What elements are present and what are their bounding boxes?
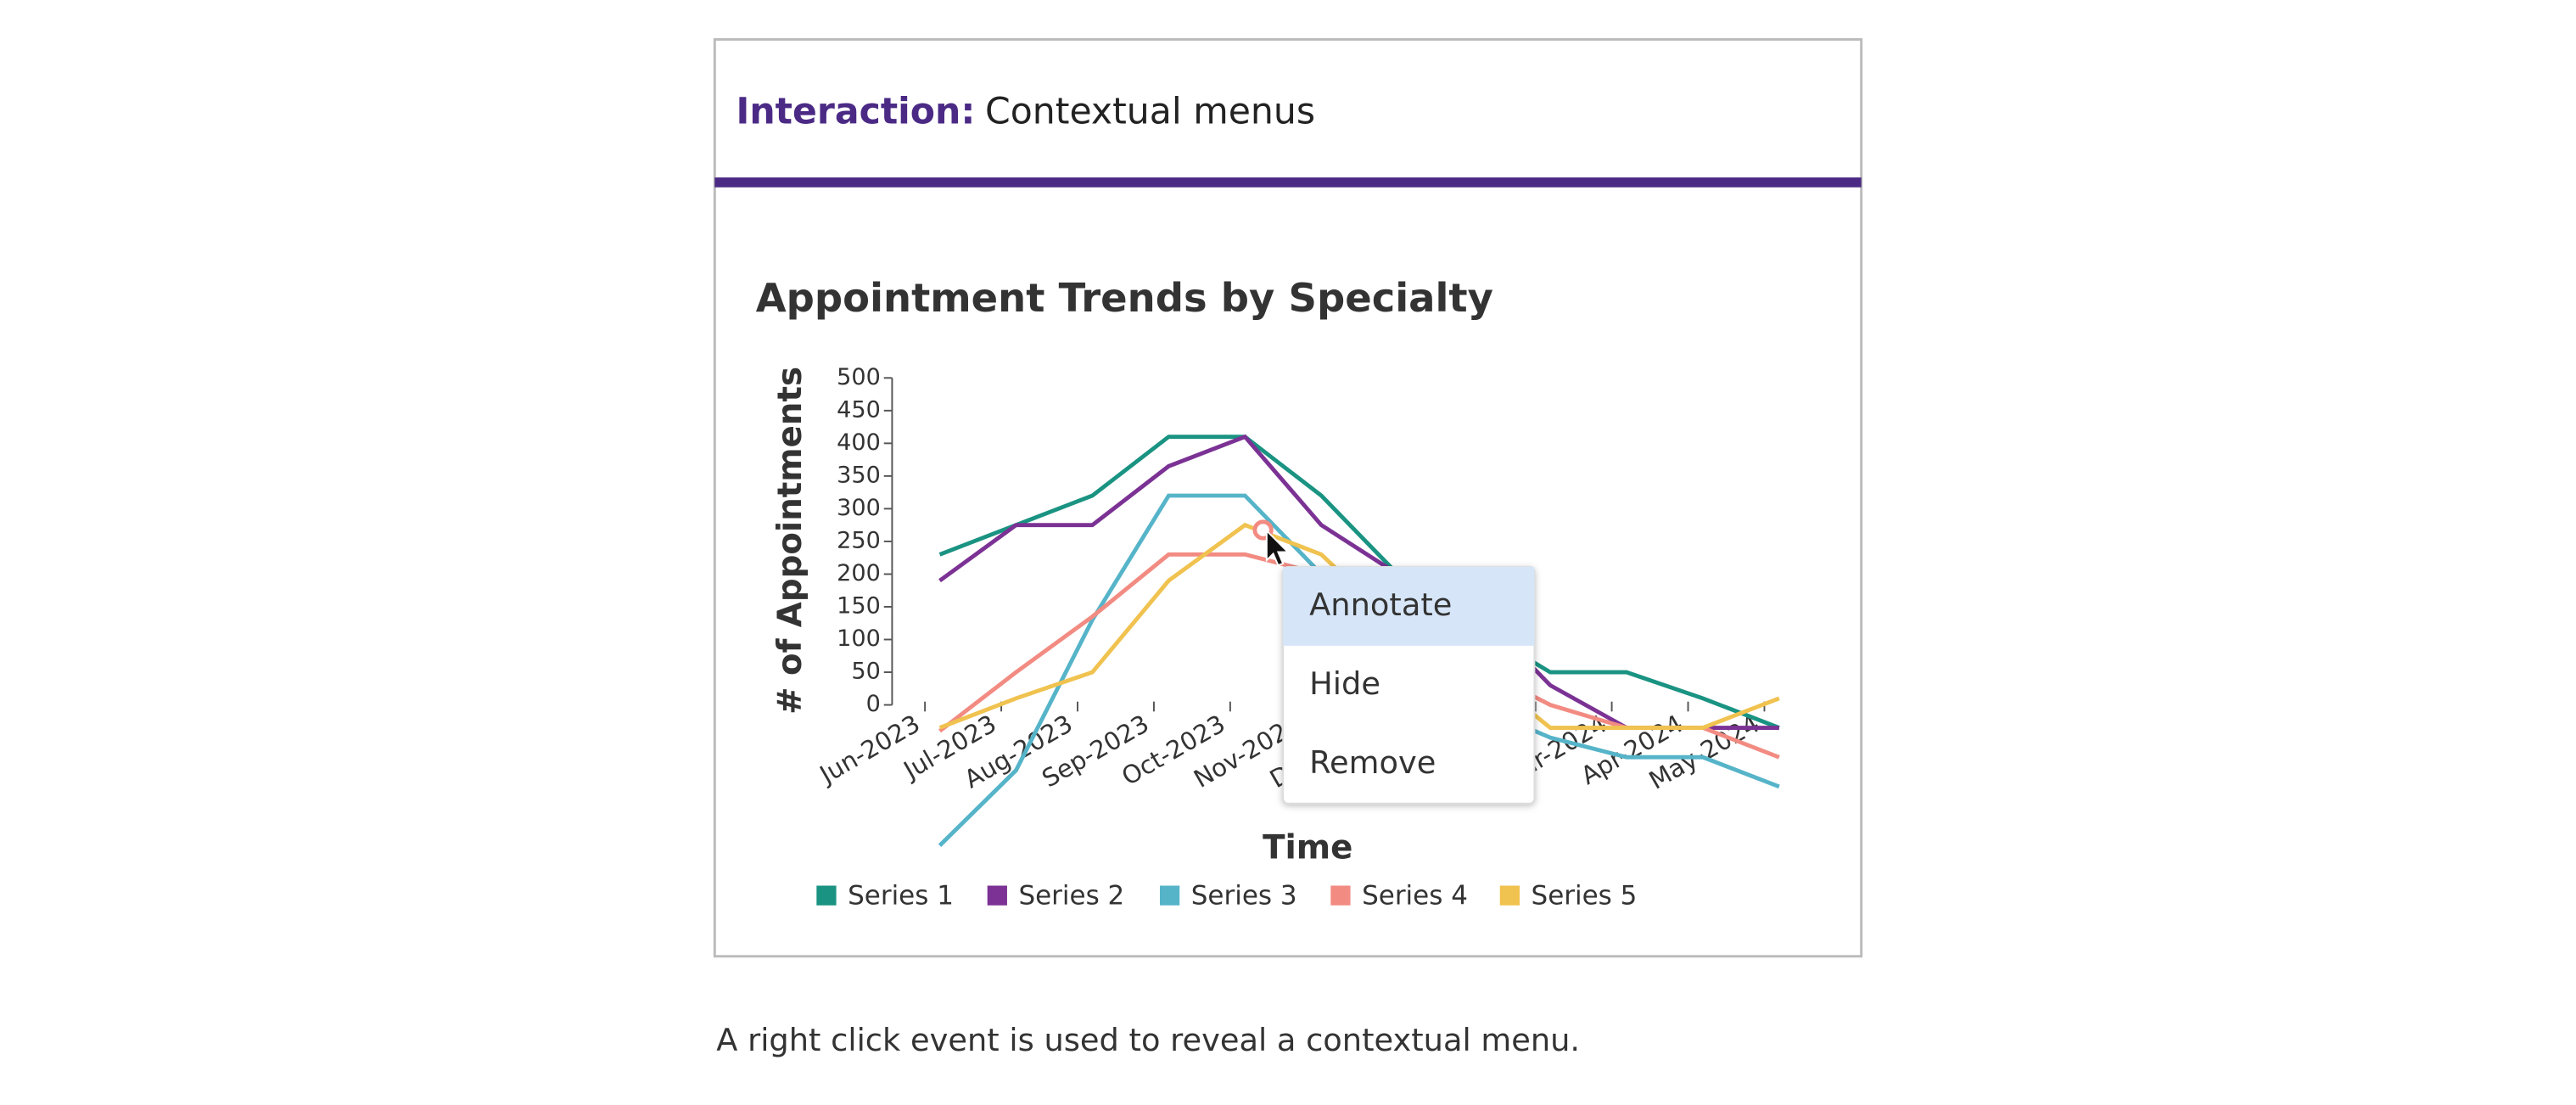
y-tick-label: 450 bbox=[837, 396, 881, 423]
menu-item[interactable]: Hide bbox=[1309, 665, 1380, 702]
menu-item[interactable]: Annotate bbox=[1309, 586, 1452, 623]
y-tick-label: 200 bbox=[837, 560, 881, 586]
header-rule bbox=[714, 177, 1862, 188]
legend-label: Series 5 bbox=[1532, 881, 1638, 911]
y-tick-label: 150 bbox=[837, 592, 881, 619]
y-tick-label: 100 bbox=[837, 625, 881, 652]
legend: Series 1 Series 2 Series 3 Series 4 Series 5 bbox=[816, 881, 1637, 911]
header: Interaction: Contextual menus bbox=[736, 90, 1315, 132]
y-tick-label: 300 bbox=[837, 495, 881, 521]
menu-item[interactable]: Remove bbox=[1309, 744, 1436, 781]
legend-label: Series 1 bbox=[848, 881, 954, 911]
header-label: Interaction: bbox=[736, 90, 975, 132]
caption: A right click event is used to reveal a … bbox=[716, 1022, 1580, 1058]
legend-swatch bbox=[1499, 885, 1520, 906]
y-tick-label: 50 bbox=[851, 659, 880, 685]
context-menu: Annotate Hide Remove bbox=[1282, 565, 1536, 805]
legend-swatch bbox=[1330, 885, 1351, 906]
legend-label: Series 2 bbox=[1018, 881, 1124, 911]
legend-swatch bbox=[816, 885, 837, 906]
y-axis-label: # of Appointments bbox=[771, 367, 809, 715]
series-line bbox=[938, 435, 1780, 730]
legend-label: Series 3 bbox=[1191, 881, 1297, 911]
cursor bbox=[1265, 529, 1291, 567]
legend-label: Series 4 bbox=[1362, 881, 1468, 911]
chart-title: Appointment Trends by Specialty bbox=[756, 275, 1493, 321]
header-title: Contextual menus bbox=[985, 90, 1315, 132]
y-tick-label: 250 bbox=[837, 527, 881, 553]
legend-swatch bbox=[1159, 885, 1180, 906]
y-tick-label: 350 bbox=[837, 462, 881, 488]
menu-highlight bbox=[1283, 566, 1535, 646]
y-tick-label: 500 bbox=[837, 364, 881, 390]
y-tick-label: 400 bbox=[837, 429, 881, 456]
x-axis-label: Time bbox=[1263, 828, 1352, 867]
legend-swatch bbox=[987, 885, 1007, 906]
y-tick-label: 0 bbox=[866, 691, 881, 717]
card bbox=[713, 38, 1863, 958]
